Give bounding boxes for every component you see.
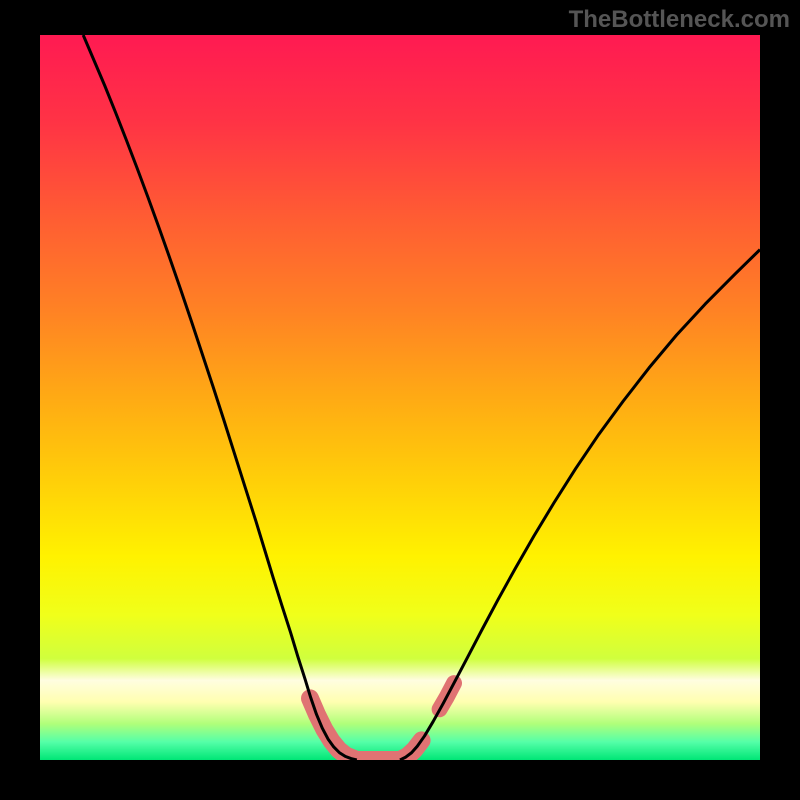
- chart-root: TheBottleneck.com: [0, 0, 800, 800]
- right-curve: [400, 250, 760, 760]
- left-curve: [83, 35, 357, 760]
- watermark-text: TheBottleneck.com: [569, 6, 790, 34]
- plot-svg: [40, 35, 760, 760]
- plot-area: [40, 35, 760, 760]
- minimum-marker: [310, 698, 422, 760]
